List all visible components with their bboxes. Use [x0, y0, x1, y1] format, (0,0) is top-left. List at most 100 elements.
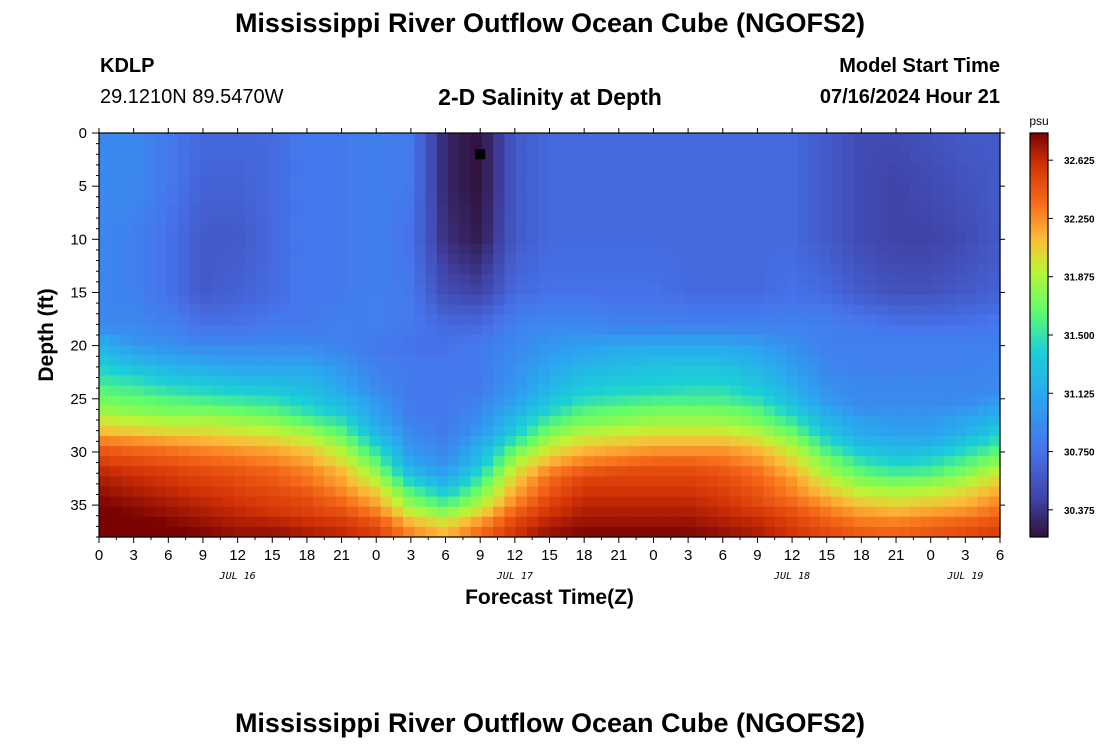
heatmap-cell	[99, 183, 111, 195]
heatmap-cell	[290, 153, 303, 164]
heatmap-cell	[774, 436, 787, 447]
heatmap-cell	[707, 143, 720, 154]
heatmap-cell	[684, 183, 697, 195]
heatmap-cell	[639, 304, 652, 316]
heatmap-cell	[436, 274, 449, 286]
heatmap-cell	[740, 294, 753, 306]
heatmap-cell	[470, 284, 483, 296]
heatmap-cell	[684, 213, 697, 225]
heatmap-cell	[977, 314, 990, 326]
heatmap-cell	[279, 324, 292, 336]
heatmap-cell	[977, 284, 990, 296]
heatmap-cell	[684, 456, 697, 467]
heatmap-cell	[211, 163, 224, 174]
heatmap-cell	[662, 365, 674, 376]
heatmap-cell	[380, 355, 393, 366]
heatmap-cell	[222, 446, 235, 457]
heatmap-cell	[144, 234, 156, 245]
heatmap-cell	[110, 476, 123, 488]
heatmap-cell	[853, 133, 866, 144]
heatmap-cell	[290, 213, 303, 225]
heatmap-cell	[526, 264, 539, 275]
heatmap-cell	[876, 496, 888, 508]
heatmap-cell	[234, 244, 247, 255]
heatmap-cell	[391, 254, 404, 265]
heatmap-cell	[752, 516, 765, 528]
heatmap-cell	[470, 294, 483, 306]
heatmap-cell	[572, 254, 584, 265]
heatmap-cell	[909, 254, 922, 265]
heatmap-cell	[695, 335, 708, 346]
heatmap-cell	[200, 395, 213, 407]
heatmap-cell	[797, 375, 810, 387]
heatmap-cell	[155, 496, 168, 508]
heatmap-cell	[954, 385, 967, 397]
heatmap-cell	[853, 274, 866, 286]
heatmap-cell	[695, 153, 708, 164]
heatmap-cell	[695, 526, 708, 538]
heatmap-cell	[256, 476, 269, 488]
heatmap-cell	[211, 395, 224, 407]
heatmap-cell	[695, 213, 708, 225]
heatmap-cell	[797, 436, 810, 447]
heatmap-cell	[740, 163, 753, 174]
heatmap-cell	[267, 395, 280, 407]
heatmap-cell	[662, 436, 674, 447]
heatmap-cell	[695, 193, 708, 205]
heatmap-cell	[673, 395, 686, 407]
heatmap-cell	[403, 476, 415, 488]
heatmap-cell	[695, 415, 708, 427]
heatmap-cell	[504, 516, 517, 528]
heatmap-cell	[222, 466, 235, 477]
heatmap-cell	[831, 345, 843, 356]
heatmap-cell	[898, 516, 911, 528]
heatmap-cell	[673, 415, 686, 427]
heatmap-cell	[110, 355, 123, 366]
heatmap-cell	[110, 496, 123, 508]
heatmap-cell	[380, 466, 393, 477]
heatmap-cell	[583, 466, 596, 477]
heatmap-cell	[560, 405, 573, 417]
heatmap-cell	[583, 476, 596, 488]
heatmap-cell	[639, 173, 652, 185]
heatmap-cell	[909, 274, 922, 286]
heatmap-cell	[932, 365, 945, 376]
heatmap-cell	[763, 365, 776, 376]
heatmap-cell	[819, 183, 832, 195]
heatmap-cell	[628, 284, 641, 296]
heatmap-cell	[222, 365, 235, 376]
heatmap-cell	[853, 173, 866, 185]
heatmap-cell	[921, 284, 934, 296]
heatmap-cell	[470, 223, 483, 235]
heatmap-cell	[943, 496, 956, 508]
heatmap-cell	[639, 456, 652, 467]
heatmap-cell	[909, 395, 922, 407]
heatmap-cell	[921, 405, 934, 417]
heatmap-cell	[425, 244, 438, 255]
heatmap-cell	[380, 375, 393, 387]
heatmap-cell	[650, 294, 663, 306]
heatmap-cell	[256, 365, 269, 376]
heatmap-cell	[448, 203, 460, 215]
heatmap-cell	[324, 173, 337, 185]
heatmap-cell	[211, 294, 224, 306]
heatmap-cell	[403, 446, 415, 457]
heatmap-cell	[921, 456, 934, 467]
heatmap-cell	[752, 425, 765, 437]
heatmap-cell	[256, 314, 269, 326]
heatmap-cell	[662, 526, 674, 538]
heatmap-cell	[279, 425, 292, 437]
heatmap-cell	[909, 355, 922, 366]
heatmap-cell	[740, 314, 753, 326]
heatmap-cell	[414, 456, 427, 467]
heatmap-cell	[177, 143, 190, 154]
heatmap-cell	[842, 173, 855, 185]
heatmap-cell	[718, 213, 731, 225]
heatmap-cell	[786, 143, 798, 154]
colorbar-segment	[1030, 207, 1048, 211]
heatmap-cell	[977, 456, 990, 467]
heatmap-cell	[673, 446, 686, 457]
heatmap-cell	[887, 466, 900, 477]
heatmap-cell	[988, 415, 1001, 427]
heatmap-cell	[279, 526, 292, 538]
